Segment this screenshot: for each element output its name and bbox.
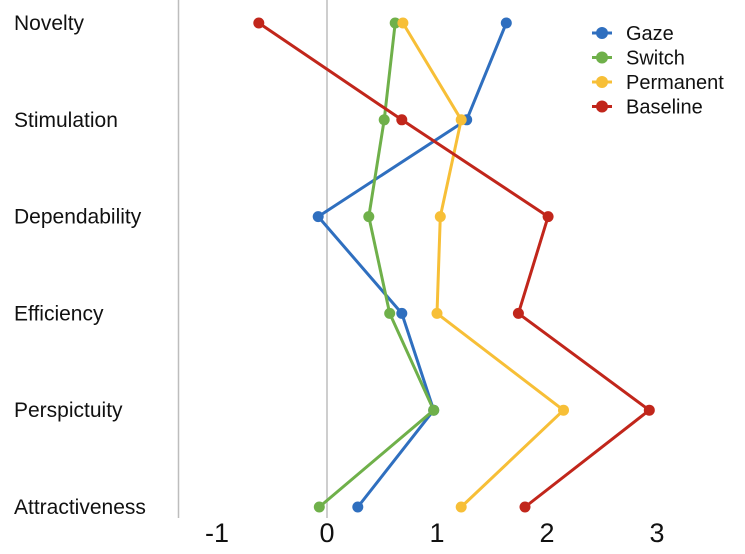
legend-marker-baseline	[596, 100, 608, 113]
data-point-baseline	[512, 307, 524, 319]
x-tick-label: 2	[539, 518, 554, 548]
category-label: Efficiency	[14, 302, 104, 325]
series-points	[253, 17, 655, 513]
data-point-baseline	[396, 114, 408, 126]
series-lines	[257, 21, 651, 509]
legend-label-switch: Switch	[626, 48, 685, 70]
x-tick-label: 0	[319, 518, 334, 548]
x-tick-label: 3	[649, 518, 664, 548]
legend-label-baseline: Baseline	[626, 97, 703, 119]
data-point-baseline	[542, 211, 554, 223]
legend-marker-switch	[596, 51, 608, 64]
data-point-switch	[313, 501, 325, 513]
series-line-switch	[318, 22, 436, 509]
category-labels: Novelty Stimulation Dependability Efficienc…	[14, 12, 146, 519]
legend-label-permanent: Permanent	[626, 72, 724, 94]
category-label: Perspictuity	[14, 399, 123, 422]
data-point-switch	[378, 114, 390, 126]
legend-marker-permanent	[596, 76, 608, 88]
data-point-baseline	[519, 501, 531, 513]
data-point-permanent	[431, 307, 443, 319]
legend-label-gaze: Gaze	[626, 23, 674, 45]
data-point-gaze	[352, 501, 364, 513]
x-tick-label: -1	[205, 518, 229, 548]
legend-marker-gaze	[596, 27, 608, 39]
data-point-permanent	[434, 211, 446, 223]
data-point-permanent	[558, 404, 569, 416]
series-line-gaze	[316, 22, 508, 508]
category-label: Attractiveness	[14, 496, 146, 519]
axis-lines	[177, 0, 328, 518]
data-point-switch	[363, 211, 375, 223]
data-point-switch	[428, 404, 440, 416]
data-point-gaze	[312, 211, 324, 223]
data-point-gaze	[396, 307, 408, 319]
x-tick-label: 1	[429, 518, 444, 548]
data-point-permanent	[397, 17, 409, 29]
category-label: Stimulation	[14, 109, 118, 132]
data-point-permanent	[455, 501, 467, 513]
category-label: Dependability	[14, 206, 142, 229]
data-point-switch	[389, 17, 401, 29]
data-point-switch	[384, 307, 396, 319]
data-point-baseline	[253, 17, 265, 29]
series-line-permanent	[401, 22, 565, 509]
category-label: Novelty	[14, 12, 85, 35]
data-point-baseline	[643, 404, 655, 416]
data-point-gaze	[500, 17, 512, 29]
x-tick-labels: -1 0 1 2 3	[205, 518, 665, 548]
data-point-permanent	[455, 114, 467, 126]
series-line-baseline	[257, 21, 651, 509]
